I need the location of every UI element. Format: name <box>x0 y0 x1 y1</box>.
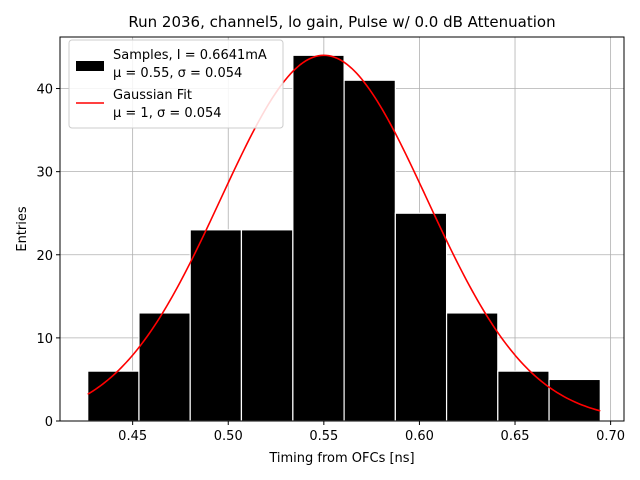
x-axis-label: Timing from OFCs [ns] <box>268 451 414 466</box>
x-tick-label-1: 0.50 <box>214 429 243 444</box>
x-tick-label-2: 0.55 <box>309 429 338 444</box>
y-tick-label-0: 0 <box>45 415 53 430</box>
legend-frame <box>68 39 284 129</box>
legend-fit-stats: μ = 1, σ = 0.054 <box>113 106 222 121</box>
histogram-bar-1 <box>138 312 191 422</box>
x-tick-label-4: 0.65 <box>501 429 530 444</box>
y-tick-label-1: 10 <box>36 332 53 347</box>
legend-samples-label: Samples, I = 0.6641mA <box>113 48 267 63</box>
x-tick-label-3: 0.60 <box>405 429 434 444</box>
legend-fit-label: Gaussian Fit <box>113 88 192 103</box>
x-tick-label-0: 0.45 <box>118 429 147 444</box>
legend-samples-stats: μ = 0.55, σ = 0.054 <box>113 66 242 81</box>
gaussian-fit-curve <box>87 54 601 412</box>
histogram-bar-0 <box>87 370 140 422</box>
histogram-bar-2 <box>189 229 243 422</box>
x-tick-label-5: 0.70 <box>596 429 625 444</box>
histogram-bar-3 <box>240 229 294 422</box>
histogram-bar-8 <box>497 370 550 422</box>
y-tick-label-4: 40 <box>36 83 53 98</box>
y-axis-ticks: 0 10 20 30 40 <box>36 83 60 430</box>
legend: Samples, I = 0.6641mA μ = 0.55, σ = 0.05… <box>68 39 284 129</box>
chart-title: Run 2036, channel5, lo gain, Pulse w/ 0.… <box>128 13 555 31</box>
histogram-bars <box>87 54 601 422</box>
y-tick-label-2: 20 <box>36 249 53 264</box>
gaussian-fit-layer <box>87 54 601 412</box>
histogram-bar-4 <box>292 54 345 422</box>
plot-frame <box>59 36 625 422</box>
legend-samples-swatch <box>76 61 104 71</box>
histogram-bar-7 <box>445 312 499 422</box>
y-tick-label-3: 30 <box>36 166 53 181</box>
x-axis-ticks: 0.45 0.50 0.55 0.60 0.65 0.70 <box>118 421 625 444</box>
y-axis-label: Entries <box>15 206 30 252</box>
histogram-bar-5 <box>343 79 396 422</box>
histogram-bar-6 <box>394 212 448 422</box>
histogram-bar-9 <box>548 378 601 422</box>
